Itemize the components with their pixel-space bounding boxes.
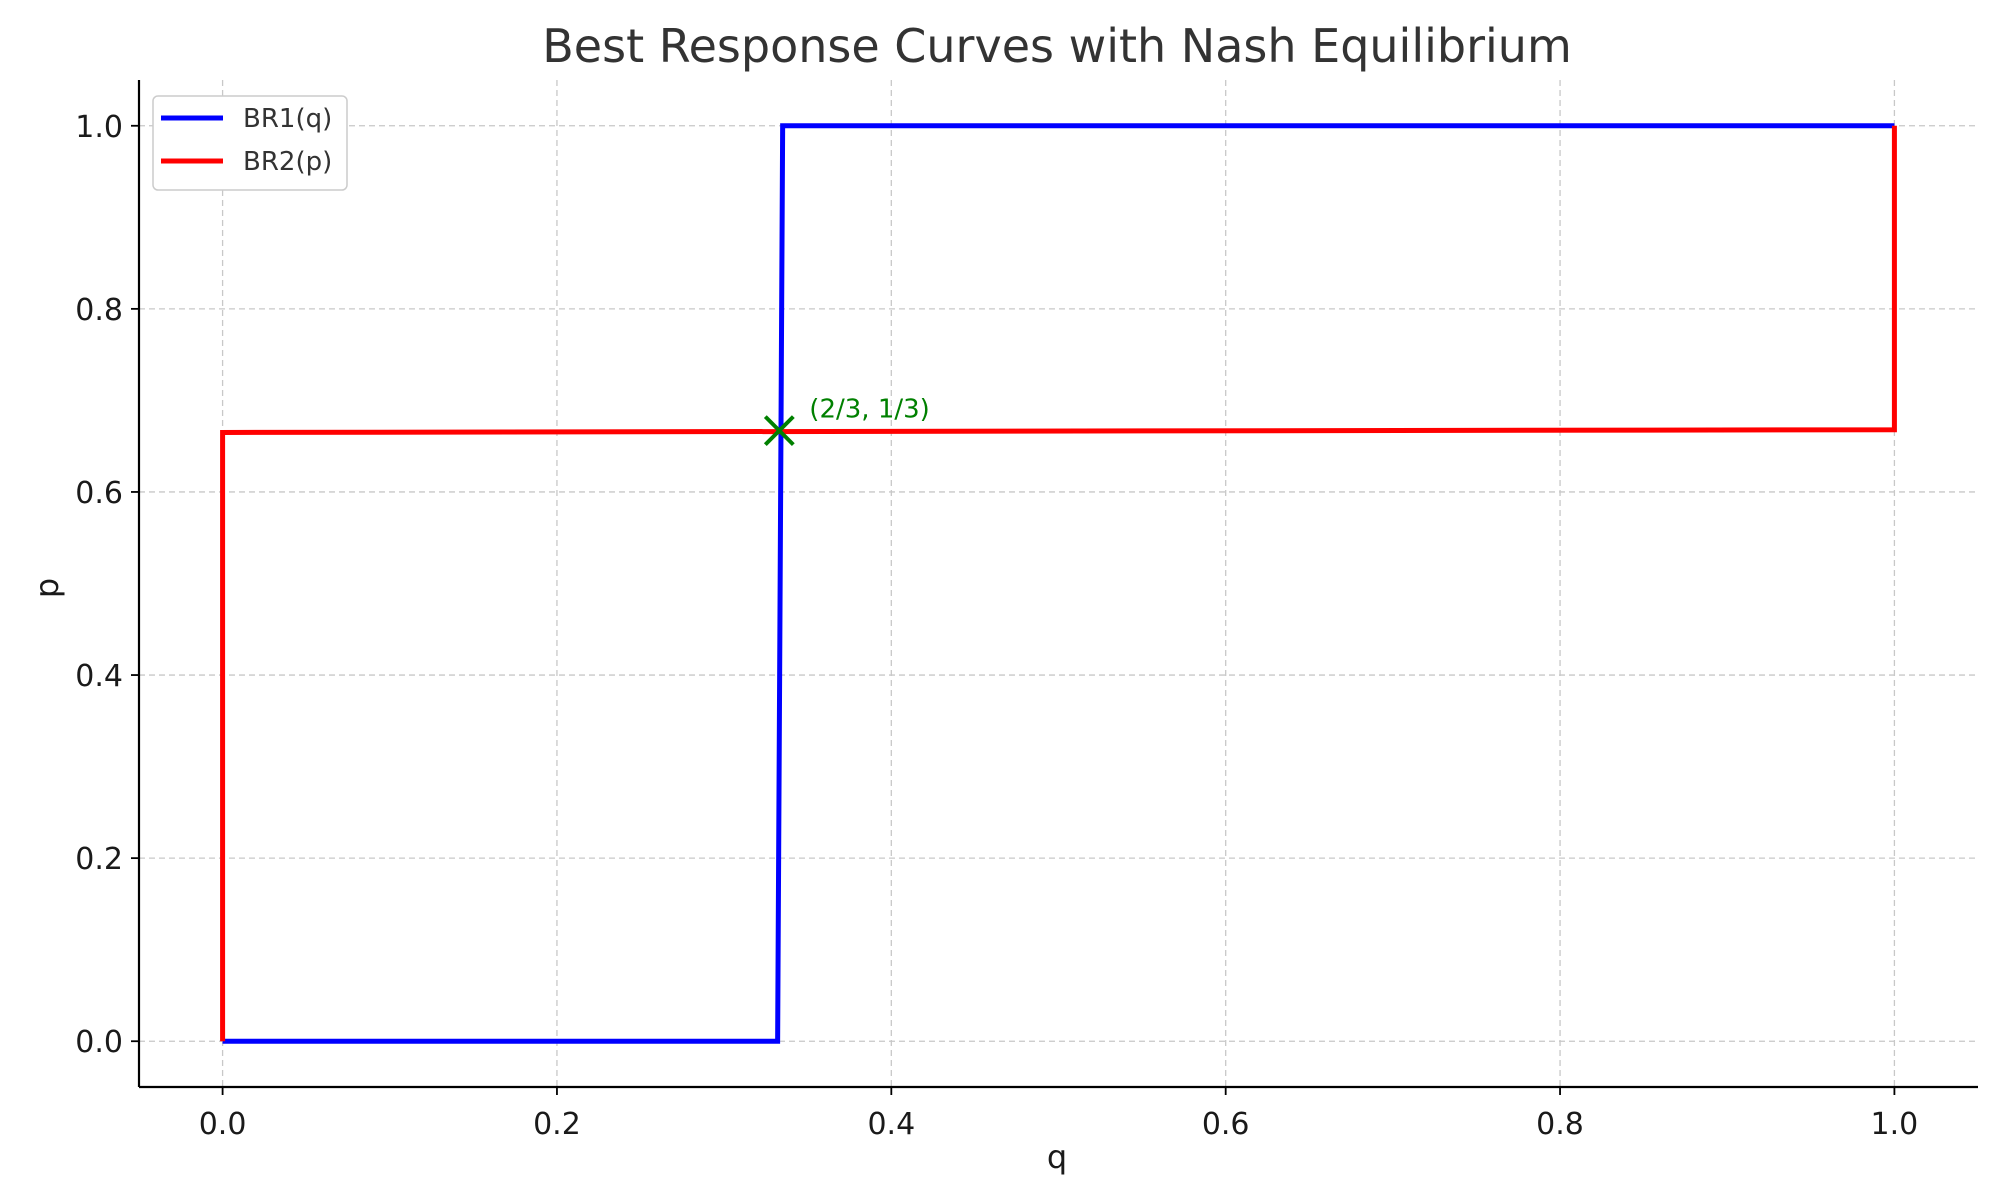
legend-label-1: BR1(q) xyxy=(243,104,332,134)
y-tick-label: 0.8 xyxy=(75,293,123,328)
tick-labels: 0.0 0.2 0.4 0.6 0.8 1.0 0.0 0.2 0.4 0.6 0.8 1.0 xyxy=(75,110,1918,1142)
y-axis-label: p xyxy=(28,578,66,598)
x-tick-label: 1.0 xyxy=(1871,1107,1919,1142)
y-tick-label: 1.0 xyxy=(75,110,123,145)
series-lines xyxy=(220,123,1897,1044)
x-tick-label: 0.8 xyxy=(1536,1107,1584,1142)
chart-title: Best Response Curves with Nash Equilibri… xyxy=(542,19,1572,73)
axes xyxy=(131,80,1978,1095)
series-line-1 xyxy=(222,123,1895,1044)
y-tick-label: 0.0 xyxy=(75,1025,123,1060)
y-tick-label: 0.6 xyxy=(75,476,123,511)
x-tick-label: 0.6 xyxy=(1202,1107,1250,1142)
x-axis-label: q xyxy=(1047,1138,1067,1176)
equilibrium-marker-group: (2/3, 1/3) xyxy=(763,395,930,447)
equilibrium-annotation: (2/3, 1/3) xyxy=(809,395,930,425)
y-tick-label: 0.4 xyxy=(75,659,123,694)
equilibrium-marker-stroke-b xyxy=(763,415,795,447)
legend-label-2: BR2(p) xyxy=(243,147,332,177)
legend: BR1(q) BR2(p) xyxy=(152,95,348,191)
x-tick-label: 0.4 xyxy=(867,1107,915,1142)
series-line-2 xyxy=(220,125,1897,1042)
x-tick-label: 0.0 xyxy=(199,1107,247,1142)
y-tick-label: 0.2 xyxy=(75,842,123,877)
x-tick-label: 0.2 xyxy=(533,1107,581,1142)
